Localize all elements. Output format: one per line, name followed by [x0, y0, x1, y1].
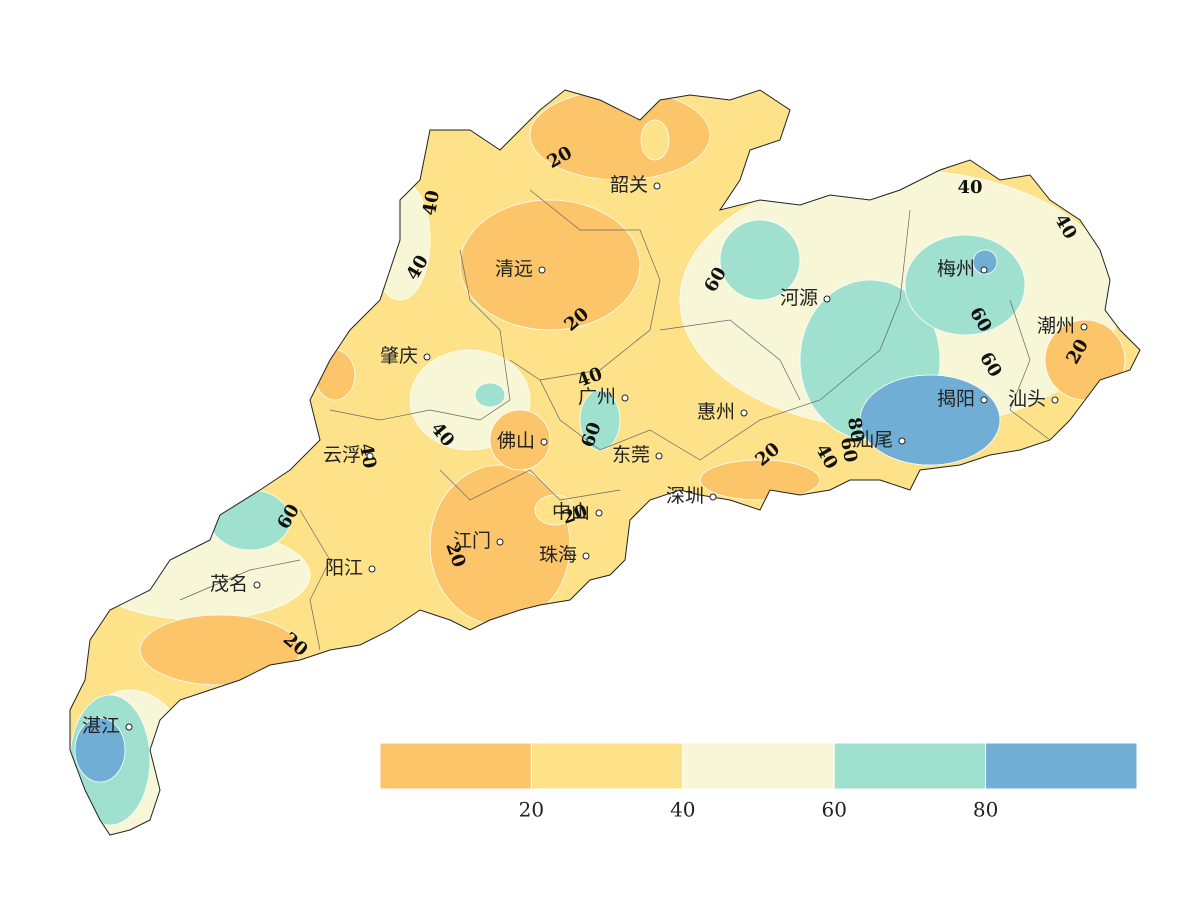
contour-region: [972, 249, 998, 275]
colorbar-tick-label: 80: [973, 798, 998, 822]
city-label: 湛江: [82, 715, 120, 737]
city-marker: [980, 266, 988, 274]
city-label: 佛山: [497, 430, 535, 452]
contour-region: [859, 374, 1001, 466]
contour-label: 80: [843, 416, 868, 444]
city-label: 江门: [453, 530, 491, 552]
city-marker: [898, 437, 906, 445]
city-marker: [582, 552, 590, 560]
city-label: 云浮: [323, 444, 361, 466]
city-marker: [823, 295, 831, 303]
city-marker: [740, 409, 748, 417]
city-label: 东莞: [612, 444, 650, 466]
contour-region: [489, 409, 551, 471]
colorbar-tick-label: 60: [821, 798, 846, 822]
city-marker: [253, 581, 261, 589]
city-label: 中山: [552, 501, 590, 523]
city-marker: [538, 266, 546, 274]
contour-label: 40: [957, 177, 982, 198]
colorbar-segment: [682, 742, 835, 790]
city-label: 潮州: [1037, 315, 1075, 337]
province-outline: [69, 89, 1141, 836]
city-label: 广州: [578, 386, 616, 408]
city-label: 汕头: [1008, 388, 1046, 410]
city-marker: [1080, 323, 1088, 331]
city-marker: [653, 182, 661, 190]
contour-region: [719, 219, 801, 301]
city-marker: [980, 396, 988, 404]
city-label: 汕尾: [855, 429, 893, 451]
city-marker: [125, 723, 133, 731]
city-label: 揭阳: [937, 388, 975, 410]
city-marker: [709, 493, 717, 501]
city-marker: [655, 452, 663, 460]
city-marker: [496, 538, 504, 546]
colorbar-segment: [985, 742, 1138, 790]
contour-region: [529, 90, 711, 181]
district-borders: [179, 189, 1051, 651]
contour-region: [904, 234, 1026, 336]
contour-region: [474, 382, 506, 408]
colorbar-segment: [530, 742, 684, 790]
city-label: 珠海: [539, 544, 577, 566]
contour-region: [314, 349, 356, 401]
city-label: 惠州: [697, 401, 735, 423]
city-label: 阳江: [325, 557, 363, 579]
city-marker: [595, 509, 603, 517]
city-marker: [621, 394, 629, 402]
city-label: 茂名: [210, 573, 248, 595]
colorbar: 20 40 60 80: [379, 742, 1138, 822]
contour-region: [89, 529, 311, 621]
city-marker: [540, 438, 548, 446]
colorbar-tick-label: 40: [670, 798, 695, 822]
contour-region: [699, 459, 821, 501]
city-marker: [366, 452, 374, 460]
colorbar-tick-label: 20: [519, 798, 544, 822]
city-label: 河源: [780, 287, 818, 309]
city-label: 梅州: [937, 258, 975, 280]
contour-label: 40: [419, 189, 444, 217]
city-label: 韶关: [610, 174, 648, 196]
city-label: 清远: [495, 258, 533, 280]
city-marker: [423, 353, 431, 361]
city-marker: [1051, 396, 1059, 404]
city-label: 深圳: [666, 485, 704, 507]
contour-label: 60: [836, 436, 861, 464]
contour-region: [640, 119, 670, 161]
city-label: 肇庆: [380, 345, 418, 367]
contour-region: [139, 614, 301, 686]
colorbar-segment: [833, 742, 987, 790]
city-marker: [368, 565, 376, 573]
contour-region: [74, 717, 126, 783]
contour-region: [459, 199, 641, 331]
colorbar-segment: [379, 742, 532, 790]
